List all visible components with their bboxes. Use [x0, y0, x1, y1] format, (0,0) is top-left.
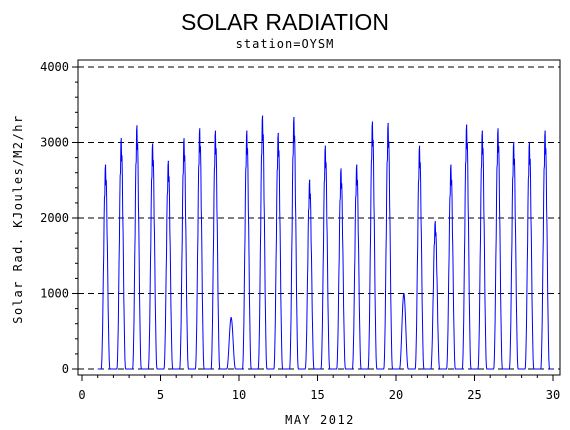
x-tick-label-5: 5 — [157, 388, 164, 402]
axes: 0 1000 2000 3000 4000 0 5 10 15 20 25 30 — [40, 60, 560, 402]
peak-point-day-3.5 — [136, 125, 138, 127]
peak-point-day-10.5 — [246, 130, 248, 132]
y-tick-label-3000: 3000 — [40, 136, 69, 150]
chart-title: SOLAR RADIATION — [181, 9, 389, 35]
peak-point-day-14.5 — [309, 179, 311, 181]
y-tick-label-0: 0 — [62, 362, 69, 376]
series-line-solar-radiation — [97, 115, 553, 370]
peak-point-day-16.5 — [340, 168, 342, 170]
y-axis-label: Solar Rad. KJoules/M2/hr — [11, 114, 25, 323]
peak-point-day-4.5 — [152, 143, 154, 145]
peak-point-day-9.5 — [230, 317, 232, 319]
chart-subtitle: station=OYSM — [236, 37, 335, 51]
peak-point-day-1.5 — [104, 164, 107, 166]
peak-point-day-2.5 — [120, 138, 122, 140]
peak-point-day-7.5 — [199, 128, 201, 130]
x-tick-label-20: 20 — [389, 388, 403, 402]
peak-point-day-24.5 — [466, 124, 468, 126]
x-tick-label-0: 0 — [78, 388, 85, 402]
grid-lines — [78, 66, 560, 370]
y-tick-label-1000: 1000 — [40, 287, 69, 301]
peak-point-day-12.5 — [277, 132, 279, 135]
peak-point-day-18.5 — [371, 121, 374, 123]
peak-point-day-27.5 — [513, 141, 515, 144]
series-layer — [97, 115, 553, 370]
peak-point-day-5.5 — [167, 160, 169, 162]
peak-point-day-11.5 — [261, 115, 264, 117]
peak-point-day-21.5 — [418, 145, 421, 147]
x-tick-label-25: 25 — [467, 388, 481, 402]
peak-point-day-13.5 — [293, 116, 295, 119]
x-tick-label-15: 15 — [310, 388, 324, 402]
x-axis-label: MAY 2012 — [285, 413, 355, 427]
y-tick-label-2000: 2000 — [40, 211, 69, 225]
peak-point-day-17.5 — [356, 164, 358, 166]
peak-point-day-8.5 — [214, 130, 217, 132]
peak-point-day-15.5 — [324, 145, 326, 147]
peak-point-day-25.5 — [481, 130, 483, 132]
peak-point-day-26.5 — [497, 128, 499, 130]
y-tick-label-4000: 4000 — [40, 60, 69, 74]
peak-point-day-23.5 — [450, 164, 452, 166]
peak-point-day-19.5 — [387, 123, 389, 125]
peak-point-day-28.5 — [528, 141, 531, 144]
x-tick-label-30: 30 — [546, 388, 560, 402]
peak-point-day-20.5 — [403, 292, 405, 295]
peak-point-day-29.5 — [544, 130, 546, 132]
peak-point-day-22.5 — [434, 221, 436, 223]
x-tick-label-10: 10 — [232, 388, 246, 402]
peak-point-day-6.5 — [183, 138, 185, 140]
